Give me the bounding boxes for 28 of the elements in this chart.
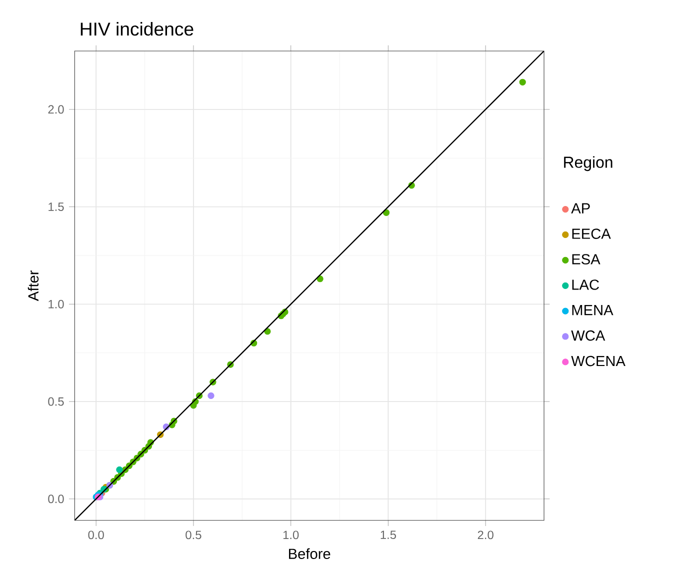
x-tick-label: 1.5 (380, 530, 396, 540)
y-tick-label: 1.0 (48, 300, 64, 308)
y-tick-label: 1.5 (48, 202, 64, 211)
legend-label: LAC (572, 280, 599, 290)
y-tick-label: 0.5 (48, 397, 64, 406)
chart-title: HIV incidence (80, 22, 194, 36)
y-tick-label: 2.0 (48, 105, 64, 114)
point (316, 276, 324, 282)
legend-label: WCA (571, 330, 606, 341)
x-tick-label: 1.0 (283, 530, 299, 540)
legend-label: WCENA (571, 356, 626, 366)
legend-label: EECA (572, 228, 611, 239)
y-axis-title: After (28, 270, 39, 302)
x-tick-label: 0.5 (186, 530, 202, 540)
point (264, 328, 271, 335)
point (382, 209, 390, 216)
legend-label: MENA (572, 305, 614, 316)
x-tick-label: 0.0 (88, 530, 104, 540)
x-axis-title: Before (289, 548, 330, 559)
point (208, 392, 214, 400)
y-tick-label: 0.0 (48, 494, 64, 504)
point (519, 78, 526, 86)
legend-label: AP (571, 203, 590, 214)
point (116, 466, 123, 474)
legend-label: ESA (572, 254, 600, 264)
legend-title: Region (564, 156, 612, 172)
x-tick-label: 2.0 (478, 530, 494, 540)
point (190, 402, 197, 409)
